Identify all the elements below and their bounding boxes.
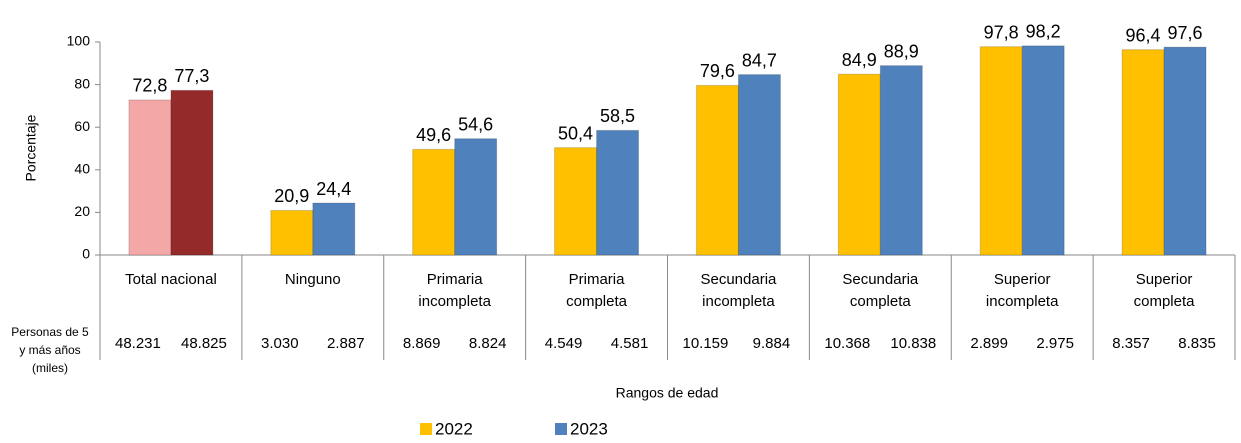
table-cell: 8.835 [1178, 335, 1216, 352]
table-row-label: Personas de 5 [11, 325, 89, 339]
value-label: 49,6 [416, 125, 451, 145]
value-label: 20,9 [274, 186, 309, 206]
bar [837, 73, 881, 256]
table-cell: 2.899 [970, 335, 1008, 352]
table-cell: 4.581 [611, 335, 649, 352]
legend-swatch [555, 423, 567, 435]
bar [170, 89, 214, 256]
value-label: 72,8 [132, 76, 167, 96]
x-tick-label: Secundaria [842, 271, 919, 288]
value-label: 54,6 [458, 114, 493, 134]
x-tick-label: completa [1134, 293, 1196, 310]
value-label: 97,8 [984, 22, 1019, 42]
y-axis-title: Porcentaje [23, 114, 39, 181]
table-cell: 8.869 [403, 335, 441, 352]
bar [695, 84, 739, 256]
table-row-label: (miles) [32, 361, 68, 375]
x-tick-label: Ninguno [285, 271, 341, 288]
y-tick-label: 60 [74, 118, 90, 134]
x-tick-label: incompleta [986, 293, 1059, 310]
table-cell: 10.368 [824, 335, 870, 352]
bar [596, 129, 640, 256]
bar [1121, 49, 1165, 256]
x-tick-label: Primaria [569, 271, 625, 288]
value-label: 98,2 [1026, 22, 1061, 42]
value-label: 58,5 [600, 106, 635, 126]
value-label: 84,7 [742, 50, 777, 70]
x-tick-label: completa [850, 293, 912, 310]
value-label: 79,6 [700, 61, 735, 81]
table-cell: 10.838 [890, 335, 936, 352]
x-tick-label: incompleta [702, 293, 775, 310]
y-tick-label: 80 [74, 75, 90, 91]
bar [879, 65, 923, 256]
bar [737, 74, 781, 256]
bar [270, 209, 314, 256]
y-tick-label: 0 [82, 246, 90, 262]
value-label: 77,3 [174, 66, 209, 86]
table-cell: 2.975 [1036, 335, 1074, 352]
legend-label: 2022 [435, 419, 473, 438]
value-label: 84,9 [842, 50, 877, 70]
bar [412, 148, 456, 256]
bar [979, 46, 1023, 256]
bar [312, 202, 356, 256]
table-cell: 4.549 [545, 335, 583, 352]
y-tick-label: 40 [74, 161, 90, 177]
y-tick-label: 20 [74, 203, 90, 219]
x-tick-label: Primaria [427, 271, 483, 288]
x-tick-label: Total nacional [125, 271, 217, 288]
x-tick-label: Superior [1136, 271, 1193, 288]
bar [128, 99, 172, 256]
legend-label: 2023 [570, 419, 608, 438]
table-cell: 48.231 [115, 335, 161, 352]
bar [1163, 46, 1207, 256]
value-label: 50,4 [558, 123, 593, 143]
value-label: 97,6 [1168, 23, 1203, 43]
x-tick-label: Superior [994, 271, 1051, 288]
table-cell: 8.357 [1112, 335, 1150, 352]
bar [554, 147, 598, 256]
value-label: 96,4 [1126, 25, 1161, 45]
table-cell: 8.824 [469, 335, 507, 352]
x-axis-title: Rangos de edad [616, 385, 719, 401]
value-label: 24,4 [316, 179, 351, 199]
table-cell: 2.887 [327, 335, 365, 352]
table-row-label: y más años [19, 343, 80, 357]
table-cell: 9.884 [753, 335, 791, 352]
x-tick-label: completa [566, 293, 628, 310]
x-tick-label: incompleta [418, 293, 491, 310]
bar [454, 138, 498, 256]
y-tick-label: 100 [67, 33, 91, 49]
table-cell: 10.159 [682, 335, 728, 352]
bar [1021, 45, 1065, 256]
value-label: 88,9 [884, 41, 919, 61]
table-cell: 48.825 [181, 335, 227, 352]
legend-swatch [420, 423, 432, 435]
table-cell: 3.030 [261, 335, 299, 352]
x-tick-label: Secundaria [700, 271, 777, 288]
